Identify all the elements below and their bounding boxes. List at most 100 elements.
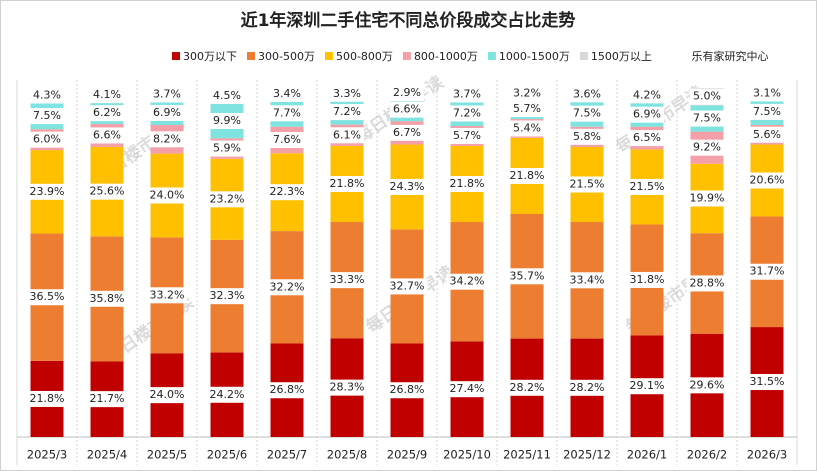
value-label-box — [146, 387, 188, 404]
value-label-text: 21.5% — [570, 177, 605, 190]
value-label-text: 24.2% — [210, 388, 245, 401]
value-label: 6.9% — [150, 104, 184, 121]
value-label-box — [386, 278, 428, 295]
value-label-text: 5.7% — [513, 102, 541, 115]
value-label-text: 25.6% — [90, 185, 125, 198]
legend-label: 300-500万 — [258, 50, 315, 63]
value-label-box — [330, 127, 364, 144]
value-label: 29.6% — [686, 377, 728, 394]
x-tick-label: 2025/8 — [327, 448, 367, 462]
value-label-text: 24.3% — [390, 180, 425, 193]
value-label-text: 28.3% — [330, 381, 365, 394]
value-label: 6.2% — [90, 105, 124, 122]
value-label-text: 29.1% — [630, 379, 665, 392]
value-label-box — [390, 85, 424, 102]
value-label-text: 6.0% — [33, 133, 61, 146]
value-label-box — [746, 172, 788, 189]
value-label-text: 7.5% — [753, 105, 781, 118]
value-label-box — [626, 271, 668, 288]
value-label: 5.8% — [570, 128, 604, 145]
value-label-box — [270, 85, 304, 102]
value-label: 32.2% — [266, 279, 308, 296]
value-label-text: 3.3% — [333, 87, 361, 100]
value-label-box — [206, 191, 248, 208]
value-label-box — [86, 183, 128, 200]
value-label-text: 21.8% — [510, 169, 545, 182]
legend-label: 1000-1500万 — [499, 50, 570, 63]
value-label: 22.3% — [266, 184, 308, 201]
value-label-box — [146, 287, 188, 304]
legend-swatch — [324, 52, 333, 60]
value-label-text: 5.6% — [753, 128, 781, 141]
value-label: 5.6% — [750, 126, 784, 143]
value-label-box — [450, 86, 484, 103]
value-label: 28.2% — [566, 379, 608, 396]
value-label-text: 21.8% — [330, 177, 365, 190]
value-label-text: 7.5% — [573, 107, 601, 120]
value-label-text: 22.3% — [270, 185, 305, 198]
value-label-text: 31.8% — [630, 273, 665, 286]
value-label: 23.9% — [26, 183, 68, 200]
value-label: 35.8% — [86, 290, 128, 307]
value-label-text: 33.4% — [570, 273, 605, 286]
value-label-text: 21.8% — [30, 392, 65, 405]
value-label-box — [90, 105, 124, 122]
value-label-text: 31.7% — [750, 265, 785, 278]
value-label-text: 33.3% — [330, 273, 365, 286]
value-label-text: 4.2% — [633, 88, 661, 101]
value-label: 19.9% — [686, 190, 728, 207]
value-label-box — [150, 104, 184, 121]
value-label-box — [746, 263, 788, 280]
value-label-box — [146, 187, 188, 204]
value-label: 7.5% — [750, 103, 784, 120]
value-label-text: 6.6% — [393, 103, 421, 116]
value-label: 24.3% — [386, 178, 428, 195]
value-label-text: 3.7% — [153, 87, 181, 100]
value-label-box — [450, 105, 484, 122]
value-label-box — [206, 386, 248, 403]
value-label: 21.8% — [326, 175, 368, 192]
value-label: 21.8% — [446, 175, 488, 192]
value-label-box — [686, 377, 728, 394]
value-label: 5.4% — [510, 120, 544, 137]
value-label-text: 4.3% — [33, 89, 61, 102]
value-label: 21.8% — [506, 167, 548, 184]
value-label-text: 21.5% — [630, 180, 665, 193]
value-label-box — [210, 112, 244, 129]
value-label: 6.6% — [390, 101, 424, 118]
value-label: 6.9% — [630, 106, 664, 123]
value-label: 23.2% — [206, 191, 248, 208]
value-label: 5.0% — [690, 88, 724, 105]
x-tick-label: 2025/7 — [267, 448, 307, 462]
value-label: 33.4% — [566, 272, 608, 289]
value-label-text: 26.8% — [270, 383, 305, 396]
value-label-box — [570, 105, 604, 122]
value-label-box — [630, 87, 664, 104]
value-label: 7.5% — [690, 110, 724, 127]
value-label: 3.1% — [750, 85, 784, 102]
value-label-box — [390, 101, 424, 118]
x-tick-label: 2025/12 — [563, 448, 611, 462]
value-label-text: 5.0% — [693, 90, 721, 103]
x-tick-label: 2026/1 — [627, 448, 667, 462]
value-label-box — [750, 126, 784, 143]
value-label: 24.0% — [146, 187, 188, 204]
value-label-box — [506, 268, 548, 285]
x-tick-label: 2025/4 — [87, 448, 127, 462]
legend-label: 800-1000万 — [414, 50, 478, 63]
value-label: 4.5% — [210, 87, 244, 104]
value-label: 3.6% — [570, 86, 604, 103]
value-label-text: 3.6% — [573, 87, 601, 100]
x-tick-label: 2025/11 — [503, 448, 551, 462]
value-label: 8.2% — [150, 131, 184, 148]
value-label: 31.5% — [746, 374, 788, 391]
value-label: 20.6% — [746, 172, 788, 189]
value-label-text: 7.7% — [273, 106, 301, 119]
value-label-text: 3.2% — [513, 87, 541, 100]
value-label-box — [566, 379, 608, 396]
x-tick-label: 2026/3 — [747, 448, 787, 462]
value-label-text: 9.9% — [213, 114, 241, 127]
value-label-box — [686, 275, 728, 292]
value-label: 32.7% — [386, 278, 428, 295]
value-label: 4.2% — [630, 87, 664, 104]
